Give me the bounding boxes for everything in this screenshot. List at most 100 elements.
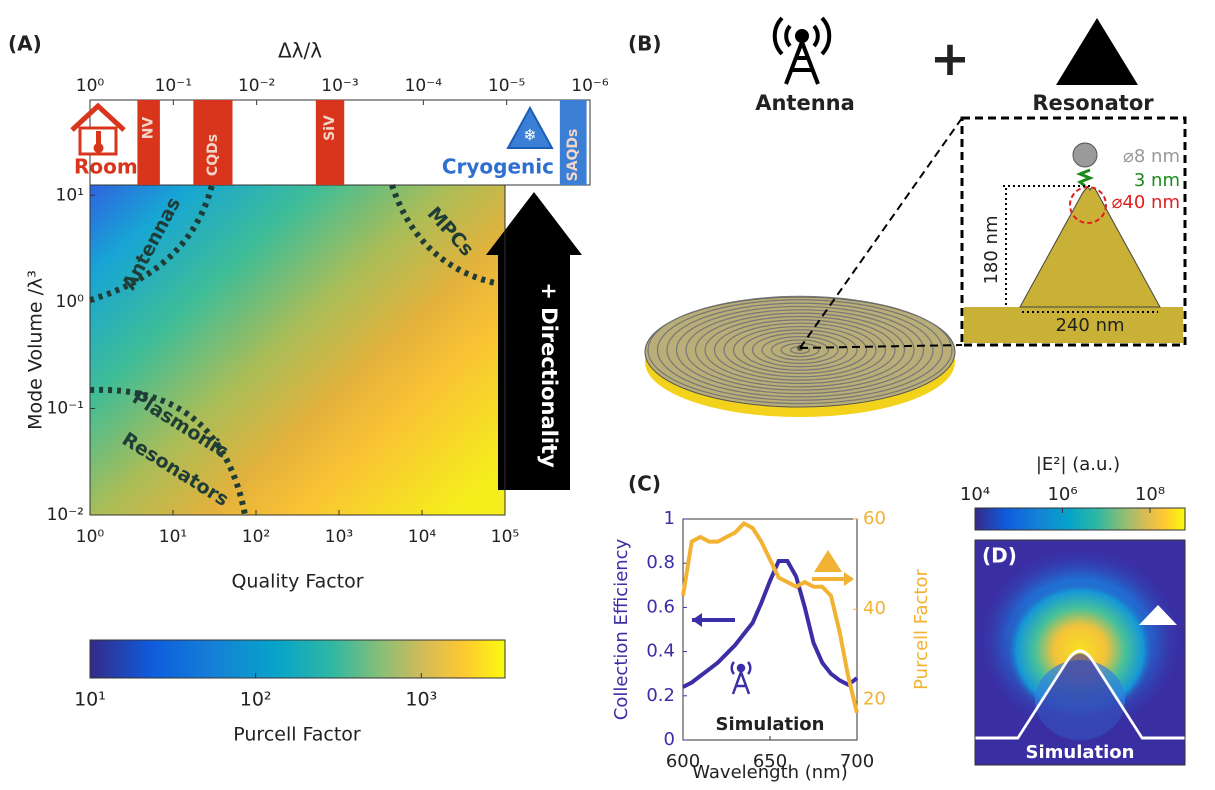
x2-tick-label: 10⁻³ xyxy=(321,76,358,96)
band-group-label: Cryogenic xyxy=(442,155,554,179)
emitter-band xyxy=(315,100,345,185)
panel-label: (C) xyxy=(628,472,661,496)
band-group-label: Room-T xyxy=(74,155,157,179)
band-label: SiV xyxy=(322,115,338,141)
panel-label: (D) xyxy=(982,544,1017,568)
plus-sign: + xyxy=(930,31,970,87)
y2-tick-label: 20 xyxy=(863,688,886,709)
colorbar-tick-label: 10⁸ xyxy=(1135,484,1165,505)
series-line xyxy=(682,559,859,689)
ring xyxy=(732,325,868,375)
y-axis-label: Mode Volume /λ³ xyxy=(25,270,47,430)
x2-tick-label: 10⁻⁴ xyxy=(405,76,443,96)
x2-tick-label: 10⁰ xyxy=(76,76,105,96)
x-tick-label: 600 xyxy=(666,751,700,772)
c-glyphs xyxy=(692,550,854,695)
y-tick-label: 10⁻² xyxy=(47,505,84,525)
band-label: SAQDs xyxy=(565,129,581,182)
bullseye-disk xyxy=(644,295,956,417)
y-axis-label: Collection Efficiency xyxy=(611,538,632,720)
room-t-icon xyxy=(70,102,126,156)
cryo-icon: ❄ xyxy=(506,105,554,149)
colorbar-label: Purcell Factor xyxy=(233,724,361,746)
panel-label: (B) xyxy=(628,32,662,56)
y-tick-label: 0 xyxy=(664,729,675,750)
ring xyxy=(713,319,887,381)
x2-tick-label: 10⁻⁵ xyxy=(488,76,525,96)
ring xyxy=(656,299,944,401)
svg-text:❄: ❄ xyxy=(523,126,536,145)
colorbar-tick-label: 10² xyxy=(240,689,272,711)
x-tick-label: 10⁵ xyxy=(491,527,519,547)
y-tick-label: 10⁻¹ xyxy=(47,398,84,418)
ring xyxy=(704,315,896,385)
y-tick-label: 10¹ xyxy=(56,185,84,205)
colorbar-d xyxy=(974,507,1186,531)
dimension-label: 3 nm xyxy=(1134,170,1180,191)
x-axis-label: Wavelength (nm) xyxy=(692,762,848,783)
x-axis-label: Quality Factor xyxy=(231,571,363,593)
x-tick-label: 10⁴ xyxy=(408,527,437,547)
field-map xyxy=(975,540,1185,765)
y2-tick-label: 40 xyxy=(863,598,886,619)
resonator-zoom xyxy=(964,142,1183,343)
ring xyxy=(685,309,915,391)
x2-axis-label: Δλ/λ xyxy=(278,39,322,63)
ring xyxy=(770,339,830,361)
y-tick-label: 0.8 xyxy=(646,552,675,573)
ring xyxy=(780,342,820,358)
x-tick-label: 650 xyxy=(753,751,787,772)
plot-annotation: Simulation xyxy=(716,714,825,735)
plot-annotation: Simulation xyxy=(1026,742,1135,763)
ring xyxy=(742,329,858,371)
icon-label: Resonator xyxy=(1032,91,1154,115)
colorbar-tick-label: 10³ xyxy=(405,689,437,711)
band-label: CQDs xyxy=(205,134,221,176)
regime-outlines xyxy=(89,184,506,516)
plot-c xyxy=(682,518,858,741)
y-tick-label: 1 xyxy=(664,508,675,529)
y2-tick-label: 60 xyxy=(863,508,886,529)
panel-label: (A) xyxy=(8,32,42,56)
x-tick-label: 10¹ xyxy=(159,527,187,547)
x2-tick-label: 10⁻⁶ xyxy=(571,76,609,96)
dimension-label: ⌀8 nm xyxy=(1123,146,1180,167)
x-tick-label: 10² xyxy=(242,527,270,547)
ring xyxy=(666,302,934,398)
icon-label: Antenna xyxy=(755,91,855,115)
x2-tick-label: 10⁻² xyxy=(238,76,275,96)
series-line xyxy=(681,521,859,714)
purcell-map xyxy=(90,185,505,515)
x-tick-label: 10³ xyxy=(325,527,353,547)
y-tick-label: 0.6 xyxy=(646,596,675,617)
ring xyxy=(761,336,839,365)
colorbar-label: |E²| (a.u.) xyxy=(1036,454,1120,475)
colorbar-tick-label: 10⁶ xyxy=(1047,484,1077,505)
resonator-icon xyxy=(1056,18,1138,85)
emitter-band xyxy=(137,100,160,185)
dimension-label: 180 nm xyxy=(981,215,1002,284)
y-tick-label: 0.4 xyxy=(646,641,675,662)
arrow-label: + Directionality xyxy=(537,282,561,468)
colorbar-a xyxy=(89,639,506,679)
colorbar-tick-label: 10¹ xyxy=(74,689,106,711)
x2-tick-label: 10⁻¹ xyxy=(155,76,192,96)
y-tick-label: 0.2 xyxy=(646,685,675,706)
band-label: NV xyxy=(141,117,157,140)
ring xyxy=(647,295,953,405)
y-tick-label: 10⁰ xyxy=(56,292,85,312)
ring xyxy=(675,305,925,395)
x-tick-label: 10⁰ xyxy=(76,527,105,547)
emitter-band xyxy=(193,100,233,185)
directionality-arrow xyxy=(486,192,582,490)
plot-frame xyxy=(89,184,506,516)
x-tick-label: 700 xyxy=(840,751,874,772)
plot-d-frame xyxy=(974,539,1186,766)
emitter-band xyxy=(559,100,587,185)
antenna-icon xyxy=(772,16,832,85)
ring xyxy=(694,312,906,388)
ring xyxy=(723,322,877,378)
ring xyxy=(751,332,849,368)
dimension-label: ⌀40 nm xyxy=(1112,192,1180,213)
